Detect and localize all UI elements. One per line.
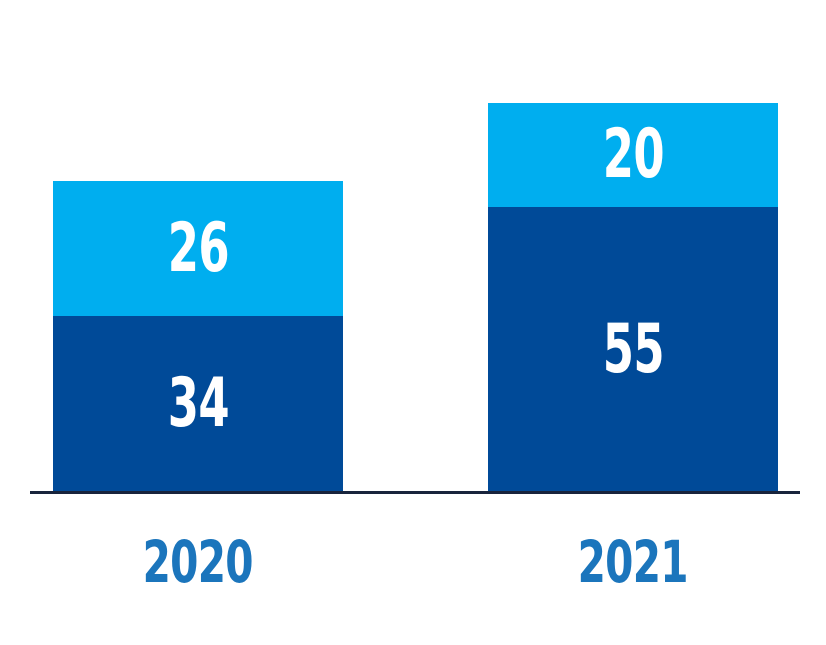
category-label-2021: 2021 [577, 528, 689, 596]
value-label-2021-bottom: 55 [602, 309, 664, 389]
value-label-2020-top: 26 [167, 208, 229, 288]
value-label-2021-top: 20 [602, 115, 664, 194]
bar-2020: 26 34 [53, 181, 343, 492]
bar-2021: 20 55 [488, 103, 778, 492]
category-label-2020: 2020 [142, 528, 254, 596]
x-axis-line [30, 491, 800, 494]
bar-2021-bottom-segment: 55 [488, 207, 778, 492]
value-label-2020-bottom: 34 [167, 364, 229, 443]
bar-2021-top-segment: 20 [488, 103, 778, 207]
bar-2020-top-segment: 26 [53, 181, 343, 316]
bar-2020-bottom-segment: 34 [53, 316, 343, 492]
